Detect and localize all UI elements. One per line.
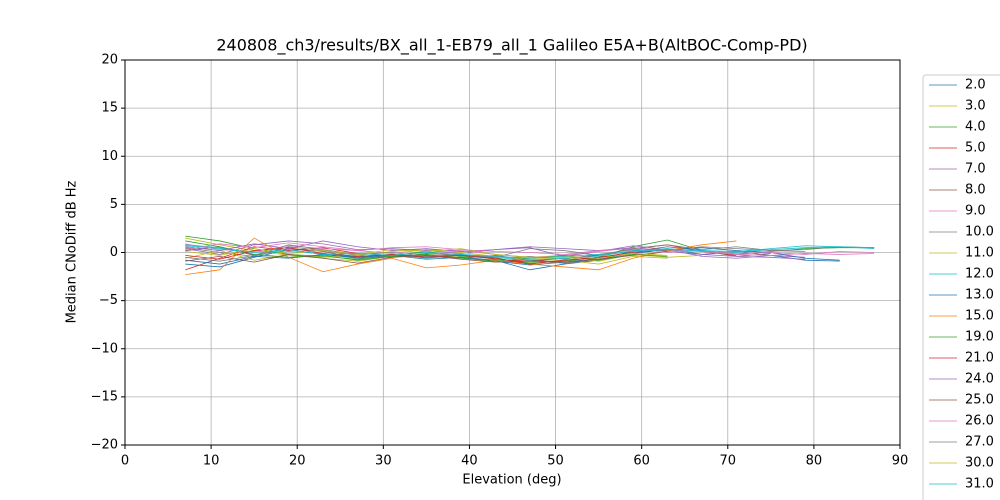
series-line	[185, 240, 806, 260]
y-tick-label: 5	[110, 197, 118, 212]
legend-label: 4.0	[965, 120, 986, 135]
series-line	[185, 244, 806, 262]
legend-label: 5.0	[965, 141, 986, 156]
x-tick-label: 10	[203, 454, 220, 469]
y-tick-label: 10	[101, 149, 118, 164]
x-tick-label: 30	[375, 454, 392, 469]
series-line	[185, 247, 668, 265]
legend-label: 12.0	[965, 267, 994, 282]
y-tick-label: 20	[101, 53, 118, 68]
legend-label: 21.0	[965, 351, 994, 366]
y-tick-label: 15	[101, 101, 118, 116]
x-tick-label: 60	[633, 454, 650, 469]
x-tick-label: 50	[547, 454, 564, 469]
y-tick-label: −5	[99, 293, 118, 308]
x-tick-label: 90	[892, 454, 909, 469]
x-tick-label: 80	[806, 454, 823, 469]
legend-box	[922, 74, 1000, 500]
y-tick-label: 0	[110, 245, 118, 260]
x-tick-label: 70	[720, 454, 737, 469]
chart-title: 240808_ch3/results/BX_all_1-EB79_all_1 G…	[216, 36, 807, 56]
legend-label: 8.0	[965, 183, 986, 198]
series-line	[185, 245, 875, 259]
legend-label: 3.0	[965, 99, 986, 114]
legend-label: 30.0	[965, 456, 994, 471]
series-line	[185, 248, 668, 259]
y-tick-label: −20	[91, 438, 118, 453]
x-tick-label: 20	[289, 454, 306, 469]
y-tick-label: −10	[91, 341, 118, 356]
plot-frame	[124, 59, 901, 446]
legend-label: 19.0	[965, 330, 994, 345]
legend-label: 13.0	[965, 288, 994, 303]
legend-label: 2.0	[965, 78, 986, 93]
legend-label: 11.0	[965, 246, 994, 261]
y-axis-label: Median CNoDiff dB Hz	[65, 180, 80, 323]
series-line	[185, 251, 668, 264]
y-tick-label: −15	[91, 389, 118, 404]
x-axis-label: Elevation (deg)	[462, 473, 561, 488]
series-line	[185, 247, 840, 266]
series-line	[185, 242, 875, 255]
legend-label: 26.0	[965, 414, 994, 429]
legend-label: 31.0	[965, 477, 994, 492]
legend-label: 15.0	[965, 309, 994, 324]
legend-label: 27.0	[965, 435, 994, 450]
legend-label: 24.0	[965, 372, 994, 387]
legend-label: 25.0	[965, 393, 994, 408]
legend-label: 7.0	[965, 162, 986, 177]
x-tick-label: 0	[121, 454, 129, 469]
legend-label: 10.0	[965, 225, 994, 240]
legend-label: 9.0	[965, 204, 986, 219]
x-tick-label: 40	[461, 454, 478, 469]
